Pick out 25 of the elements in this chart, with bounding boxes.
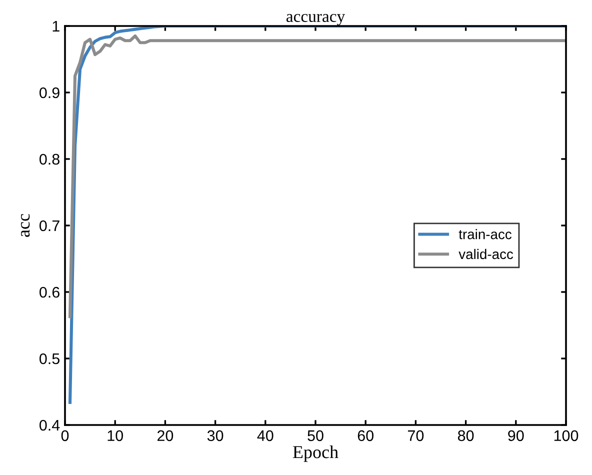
x-tick-label: 10	[108, 430, 123, 442]
x-tick-label: 20	[157, 430, 174, 442]
x-tick-label: 50	[308, 430, 324, 442]
x-tick-label: 80	[458, 430, 474, 442]
line-series	[68, 34, 566, 318]
y-tick-label: 0.5	[40, 353, 60, 364]
y-tick-label: 0.4	[40, 420, 60, 431]
legend-label: valid-acc	[458, 248, 514, 260]
legend-label: train-acc	[458, 229, 512, 240]
y-tick-label: 0.8	[40, 154, 60, 165]
x-tick-label: 40	[257, 430, 274, 442]
y-tick-label: 0.7	[40, 220, 60, 232]
x-axis-title: Epoch	[292, 445, 338, 462]
y-tick-label: 1	[52, 21, 60, 32]
chart-title: accuracy	[286, 14, 346, 26]
x-tick-label: 100	[554, 430, 578, 442]
x-tick-label: 90	[508, 430, 524, 442]
x-tick-label: 30	[207, 430, 224, 442]
x-tick-label: 60	[358, 430, 374, 442]
y-axis-title: acc	[20, 214, 30, 237]
line-series	[68, 26, 566, 404]
x-tick-label: 0	[61, 430, 69, 442]
y-tick-label: 0.6	[40, 286, 60, 298]
x-tick-label: 70	[408, 430, 424, 442]
y-tick-label: 0.9	[40, 87, 60, 98]
